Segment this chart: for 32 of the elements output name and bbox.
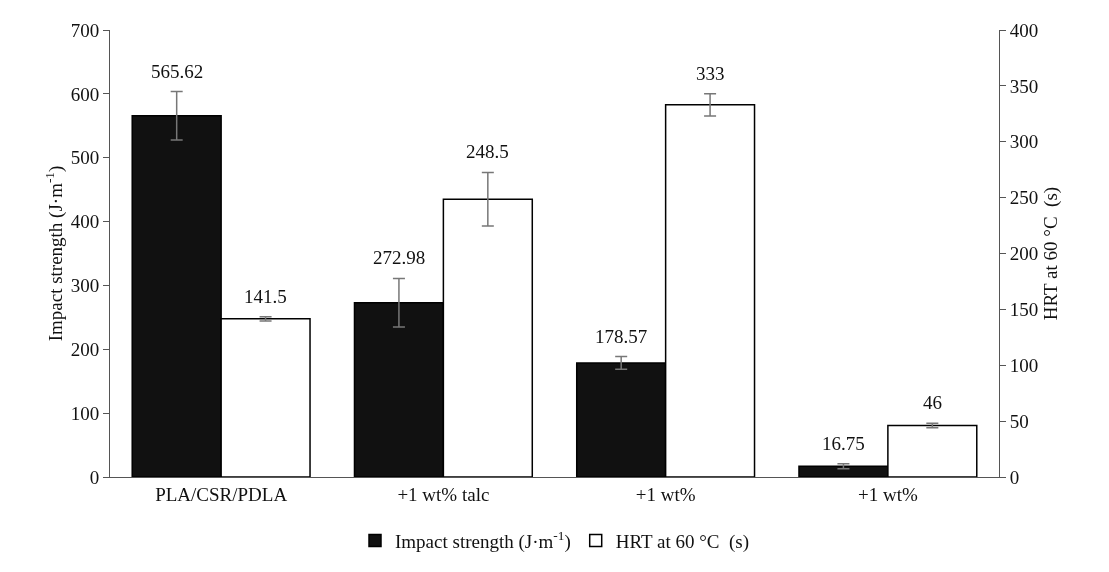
data-label: 46 [923,392,942,413]
y2-tick-label: 0 [1009,466,1020,488]
x-tick-label: +1 wt% talc [397,483,490,505]
legend-label: Impact strength (J·m$^{-1}$) [395,527,571,553]
data-label: 333 [696,63,725,84]
y2-tick-label: 400 [1009,19,1039,41]
y-tick-label: 700 [70,19,100,41]
y-tick-label: 0 [89,466,100,488]
x-tick-label: PLA/CSR/PDLA [155,483,288,505]
y2-axis-title: HRT at 60 °C (s) [1040,186,1063,321]
data-label: 272.98 [373,247,426,268]
x-tick-label: +1 wt% [857,483,918,505]
y2-tick-label: 50 [1009,410,1029,432]
data-label: 565.62 [151,61,204,82]
y2-tick-label: 200 [1009,243,1039,265]
y2-tick-label: 250 [1009,187,1039,209]
legend-label: HRT at 60 °C (s) [615,530,749,553]
data-label: 178.57 [595,326,648,347]
y-tick-label: 100 [70,402,100,424]
y2-tick-label: 150 [1009,299,1039,321]
y2-tick-label: 350 [1009,75,1039,97]
x-tick-label: +1 wt% [635,483,696,505]
y-tick-label: 300 [70,275,100,297]
y2-tick-label: 100 [1009,354,1039,376]
y-tick-label: 500 [70,147,100,169]
y-tick-label: 200 [70,338,100,360]
data-label: 248.5 [466,141,509,162]
data-label: 141.5 [244,286,287,307]
y-tick-label: 600 [70,83,100,105]
y2-tick-label: 300 [1009,131,1039,153]
y-tick-label: 400 [70,211,100,233]
data-label: 16.75 [822,433,865,454]
